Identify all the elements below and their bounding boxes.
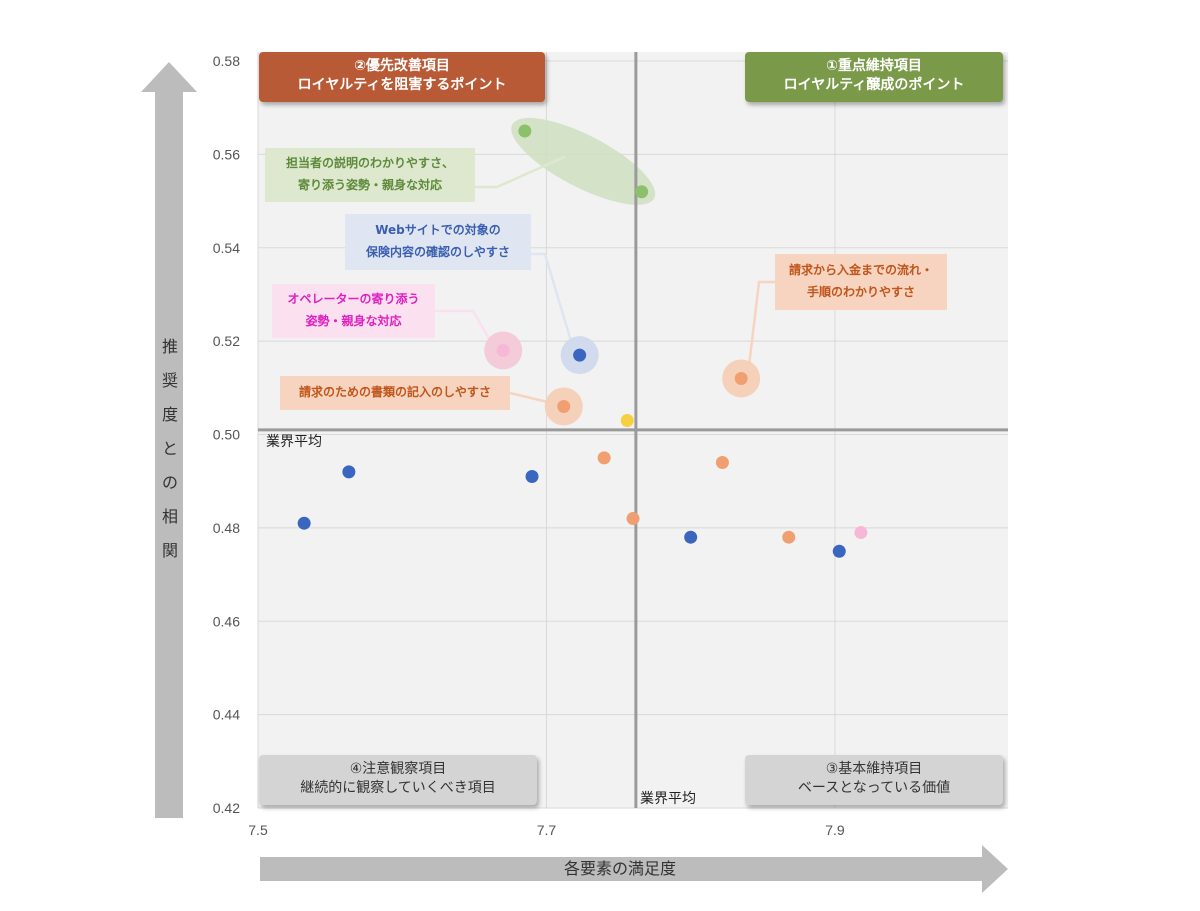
quadrant-watch: ④注意観察項目 継続的に観察していくべき項目 (259, 755, 537, 805)
data-point (597, 451, 611, 465)
data-point (525, 470, 539, 484)
data-point (832, 544, 846, 558)
callout-claim-forms: 請求のための書類の記入のしやすさ (280, 376, 510, 410)
x-axis-title: 各要素の満足度 (563, 859, 676, 878)
callout-line: オペレーターの寄り添う (287, 292, 420, 306)
callout-line: 姿勢・親身な対応 (305, 314, 402, 328)
data-points (297, 124, 868, 558)
data-point (734, 371, 748, 385)
callout-line: 寄り添う姿勢・親身な対応 (297, 178, 442, 192)
callout-line: 手順のわかりやすさ (806, 285, 915, 299)
industry-average-lines (258, 52, 1008, 808)
data-point (715, 456, 729, 470)
x-axis-arrow (260, 845, 1008, 893)
quadrant-title: ②優先改善項目 (354, 58, 450, 74)
quadrant-key-maintain: ①重点維持項目 ロイヤルティ醸成のポイント (745, 52, 1003, 102)
leader-line (509, 391, 551, 404)
y-tick-label: 0.50 (213, 427, 240, 443)
y-axis-title-char: と (161, 439, 178, 458)
y-axis-title-char: 度 (161, 405, 178, 424)
quadrant-title: ④注意観察項目 (349, 761, 447, 777)
y-tick-label: 0.58 (213, 53, 240, 69)
callout-line: 請求から入金までの流れ・ (788, 263, 933, 277)
callout-line: 保険内容の確認のしやすさ (366, 245, 510, 259)
y-tick-label: 0.44 (213, 707, 240, 723)
y-tick-label: 0.48 (213, 520, 240, 536)
callout-website-coverage: Webサイトでの対象の 保険内容の確認のしやすさ (345, 214, 531, 270)
y-tick-label: 0.52 (213, 333, 240, 349)
data-point (573, 348, 587, 362)
y-tick-label: 0.42 (213, 800, 240, 816)
leader-line (747, 280, 775, 365)
y-axis-title: 推奨度との相関 (155, 330, 185, 568)
y-axis-title-char: 奨 (161, 371, 178, 390)
callout-line: 請求のための書類の記入のしやすさ (299, 385, 491, 399)
x-tick-label: 7.5 (248, 822, 268, 838)
data-point (626, 512, 640, 526)
leader-line (531, 252, 573, 344)
data-point (297, 516, 311, 530)
quadrant-subtitle: ベースとなっている価値 (797, 780, 951, 796)
data-point (518, 124, 532, 138)
data-point (782, 530, 796, 544)
ellipse-highlight-group (511, 117, 656, 205)
axis-ticks: 0.58 0.56 0.54 0.52 0.50 0.48 0.46 0.44 0.42 7.5 7… (213, 53, 845, 838)
data-point (496, 343, 510, 357)
quadrant-subtitle: ロイヤルティ醸成のポイント (783, 77, 965, 93)
green-ellipse-highlight (511, 117, 656, 205)
data-point (684, 530, 698, 544)
quadrant-subtitle: 継続的に観察していくべき項目 (300, 780, 496, 796)
data-point (557, 399, 571, 413)
quadrant-title: ①重点維持項目 (826, 58, 922, 74)
callout-operator-attitude: オペレーターの寄り添う 姿勢・親身な対応 (272, 284, 435, 338)
quadrant-priority-improve: ②優先改善項目 ロイヤルティを阻害するポイント (259, 52, 545, 102)
data-point (342, 465, 356, 479)
y-tick-label: 0.54 (213, 240, 240, 256)
y-tick-label: 0.46 (213, 613, 240, 629)
industry-average-y-label: 業界平均 (266, 434, 322, 450)
data-point (635, 185, 649, 199)
data-point (620, 413, 634, 427)
callout-staff-explanation: 担当者の説明のわかりやすさ、 寄り添う姿勢・親身な対応 (265, 148, 475, 202)
callout-line: 担当者の説明のわかりやすさ、 (285, 156, 454, 170)
quadrant-base-maintain: ③基本維持項目 ベースとなっている価値 (745, 755, 1003, 805)
x-tick-label: 7.7 (537, 822, 557, 838)
y-tick-label: 0.56 (213, 146, 240, 162)
data-point (854, 526, 868, 540)
y-axis-title-char: 関 (161, 541, 178, 560)
y-axis-title-char: 推 (161, 337, 178, 356)
callout-claim-process: 請求から入金までの流れ・ 手順のわかりやすさ (775, 254, 947, 310)
callout-line: Webサイトでの対象の (375, 223, 501, 237)
leader-line (435, 309, 493, 344)
x-tick-label: 7.9 (825, 822, 845, 838)
quadrant-title: ③基本維持項目 (825, 761, 923, 777)
leader-lines (435, 155, 775, 404)
leader-line (475, 155, 566, 189)
y-axis-title-char: の (161, 473, 178, 492)
y-axis-arrow (141, 62, 197, 818)
industry-average-x-label: 業界平均 (640, 791, 696, 807)
quadrant-subtitle: ロイヤルティを阻害するポイント (297, 77, 507, 93)
y-axis-title-char: 相 (161, 507, 178, 526)
grid (257, 52, 1008, 809)
